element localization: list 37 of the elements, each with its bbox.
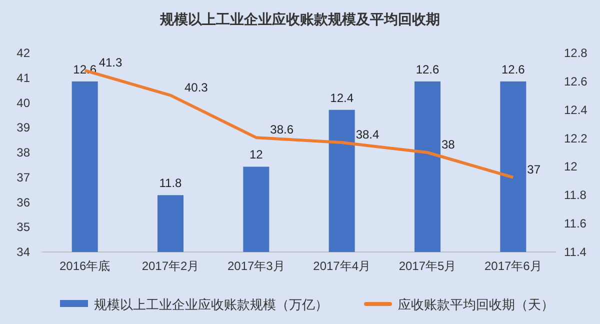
data-label: 38.6 bbox=[270, 122, 294, 137]
y2-tick-label: 12.4 bbox=[564, 102, 588, 117]
y2-tick-label: 12.2 bbox=[564, 131, 588, 146]
data-label: 40.3 bbox=[184, 80, 208, 94]
x-tick-label: 2017年2月 bbox=[142, 259, 200, 273]
data-label: 37 bbox=[527, 162, 541, 176]
y-tick-label: 39 bbox=[16, 120, 30, 135]
y-tick-label: 40 bbox=[16, 96, 30, 110]
data-label: 11.8 bbox=[159, 176, 182, 190]
y2-tick-label: 12.8 bbox=[564, 46, 588, 60]
data-label: 38 bbox=[442, 138, 456, 152]
legend-label: 应收账款平均回收期（天） bbox=[398, 297, 554, 312]
y-tick-label: 35 bbox=[16, 220, 30, 234]
y2-tick-label: 12 bbox=[564, 160, 578, 174]
data-label: 38.4 bbox=[356, 128, 380, 142]
x-tick-label: 2017年3月 bbox=[227, 259, 285, 273]
data-label: 41.3 bbox=[98, 55, 123, 70]
x-tick-label: 2017年5月 bbox=[398, 259, 456, 273]
data-label: 12.6 bbox=[416, 62, 440, 76]
y2-tick-label: 11.6 bbox=[564, 216, 587, 231]
y2-tick-label: 11.4 bbox=[564, 245, 587, 259]
x-tick-label: 2017年4月 bbox=[313, 259, 371, 273]
data-label: 12.6 bbox=[501, 62, 526, 76]
x-tick-label: 2017年6月 bbox=[484, 259, 542, 273]
y2-tick-label: 12.6 bbox=[564, 74, 588, 88]
chart-title: 规模以上工业企业应收账款规模及平均回收期 bbox=[159, 11, 440, 27]
y-tick-label: 41 bbox=[16, 70, 30, 85]
legend-label: 规模以上工业企业应收账款规模（万亿） bbox=[94, 297, 328, 312]
y-tick-label: 42 bbox=[16, 46, 30, 60]
y-tick-label: 38 bbox=[16, 146, 30, 160]
data-label: 12.4 bbox=[330, 90, 354, 105]
y-tick-label: 37 bbox=[16, 170, 30, 184]
y-tick-label: 34 bbox=[16, 245, 30, 259]
data-label: 12 bbox=[249, 148, 264, 162]
x-tick-label: 2016年底 bbox=[59, 259, 110, 273]
y-tick-label: 36 bbox=[16, 195, 30, 210]
y2-tick-label: 11.8 bbox=[564, 188, 587, 202]
